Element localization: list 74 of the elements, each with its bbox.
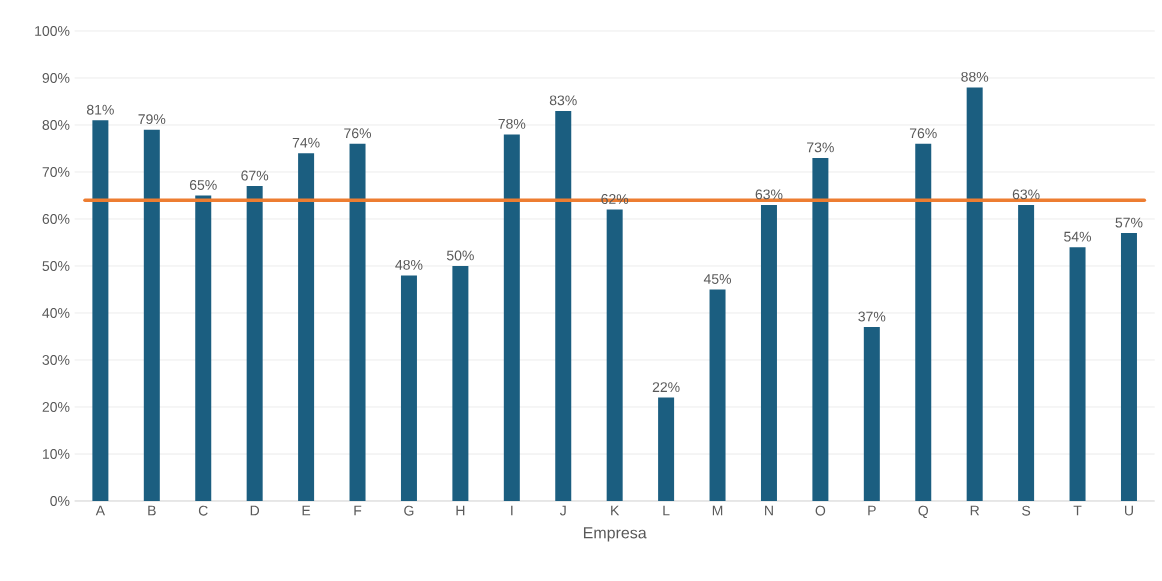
bar (915, 143, 932, 501)
bar (298, 153, 315, 501)
x-tick-label: R (970, 505, 980, 516)
y-tick-label: 80% (42, 120, 70, 130)
x-tick-label: F (354, 505, 362, 516)
x-tick-label: J (559, 505, 566, 516)
x-tick-label: N (765, 505, 773, 516)
y-tick-label: 20% (42, 402, 70, 412)
y-tick-label: 10% (43, 449, 70, 459)
x-tick-label: C (198, 505, 208, 516)
bar (606, 209, 623, 501)
y-tick-label: 40% (42, 308, 70, 318)
bar (966, 87, 983, 501)
bar (1120, 233, 1137, 501)
bar (92, 120, 109, 501)
data-label: 54% (1064, 231, 1092, 242)
x-tick-label: K (611, 505, 620, 516)
data-label: 76% (909, 128, 937, 139)
data-label: 81% (86, 104, 114, 115)
data-label: 73% (807, 142, 834, 153)
bar (760, 204, 777, 501)
bar (812, 157, 829, 501)
data-label: 50% (446, 250, 474, 261)
x-tick-label: G (404, 505, 414, 516)
data-label: 67% (241, 170, 269, 181)
data-label: 57% (1115, 217, 1143, 228)
data-label: 37% (858, 311, 886, 322)
data-label: 48% (395, 259, 423, 270)
x-tick-label: I (511, 505, 513, 516)
data-label: 65% (189, 179, 217, 190)
y-tick-label: 70% (42, 167, 70, 177)
data-label: 88% (961, 71, 989, 82)
x-tick-label: P (868, 505, 876, 516)
x-axis-title: Empresa (583, 527, 647, 542)
y-tick-label: 50% (42, 261, 70, 271)
x-tick-label: A (95, 505, 106, 516)
x-tick-label: T (1073, 505, 1082, 516)
x-tick-label: Q (918, 505, 929, 519)
bar (143, 129, 160, 501)
bar (452, 266, 469, 501)
data-label: 78% (498, 118, 526, 129)
x-tick-label: U (1125, 505, 1133, 516)
bar (349, 143, 366, 501)
bar (658, 397, 675, 501)
bar (863, 327, 880, 501)
y-tick-label: 100% (35, 26, 70, 36)
x-tick-label: O (815, 505, 826, 516)
data-label: 74% (292, 137, 320, 148)
x-tick-label: E (302, 505, 311, 516)
data-label: 83% (549, 95, 577, 106)
y-tick-label: 0% (50, 496, 70, 506)
bar (1069, 247, 1086, 501)
y-tick-label: 30% (42, 355, 70, 365)
y-tick-label: 90% (42, 73, 70, 83)
x-tick-label: M (712, 505, 723, 516)
bar (555, 110, 572, 501)
x-tick-label: D (250, 505, 260, 516)
data-label: 79% (138, 114, 166, 125)
bar (400, 275, 417, 501)
bar (195, 195, 212, 501)
bar (246, 186, 263, 501)
x-tick-label: S (1022, 505, 1031, 516)
data-label: 76% (344, 128, 372, 139)
bar (709, 289, 726, 501)
data-label: 45% (703, 274, 732, 284)
x-tick-label: B (148, 505, 156, 516)
x-tick-label: L (663, 505, 670, 516)
bar (503, 134, 520, 501)
bar (1018, 204, 1035, 501)
x-tick-label: H (456, 505, 465, 516)
data-label: 63% (755, 189, 783, 200)
data-label: 63% (1012, 189, 1040, 200)
y-tick-label: 60% (42, 214, 70, 224)
data-label: 22% (652, 382, 680, 392)
